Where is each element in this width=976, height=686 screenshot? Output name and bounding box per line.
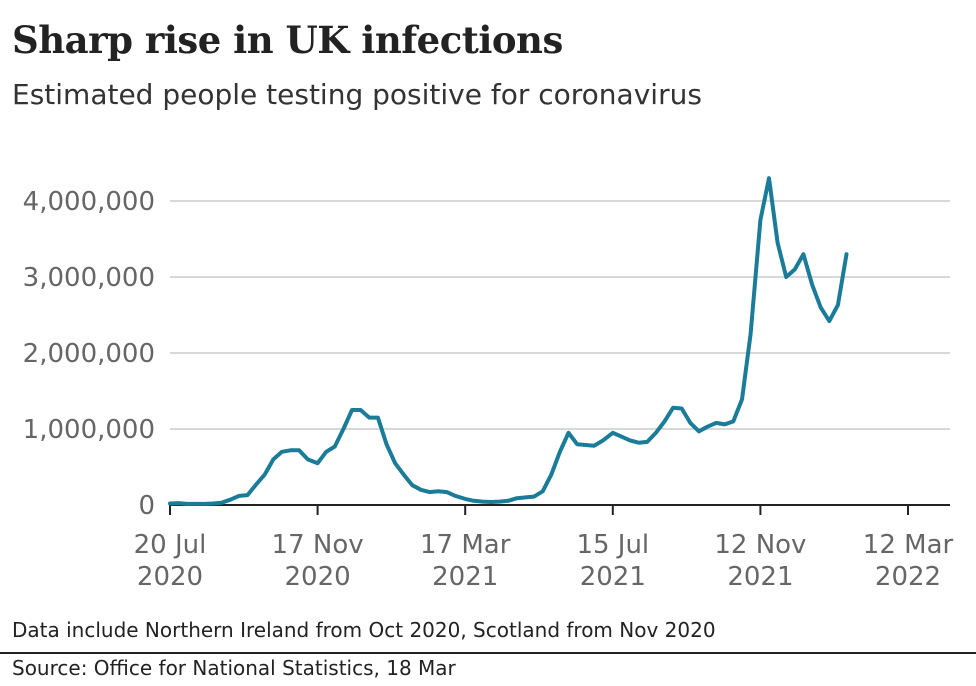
x-tick-label: 17 Nov — [272, 530, 364, 560]
x-tick-label: 2021 — [727, 562, 793, 592]
x-tick-label: 20 Jul — [134, 530, 207, 560]
chart-subtitle: Estimated people testing positive for co… — [12, 78, 702, 111]
x-tick-label: 2021 — [580, 562, 646, 592]
y-tick-label: 4,000,000 — [23, 187, 155, 217]
x-tick-label: 2020 — [137, 562, 203, 592]
y-axis-ticks: 0 1,000,000 2,000,000 3,000,000 4,000,000 — [23, 187, 155, 521]
chart-note: Data include Northern Ireland from Oct 2… — [12, 618, 716, 642]
y-tick-label: 2,000,000 — [23, 339, 155, 369]
y-tick-label: 3,000,000 — [23, 263, 155, 293]
x-tick-label: 17 Mar — [420, 530, 511, 560]
y-tick-label: 1,000,000 — [23, 415, 155, 445]
line-chart: 0 1,000,000 2,000,000 3,000,000 4,000,000 20… — [23, 176, 954, 592]
y-tick-label: 0 — [138, 491, 155, 521]
x-tick-label: 2020 — [285, 562, 351, 592]
x-tick-label: 15 Jul — [576, 530, 649, 560]
x-tick-label: 2022 — [875, 562, 941, 592]
chart-title: Sharp rise in UK infections — [12, 18, 563, 62]
gridlines — [170, 200, 950, 430]
x-tick-label: 2021 — [432, 562, 498, 592]
footer-divider — [0, 652, 976, 654]
x-tick-label: 12 Mar — [863, 530, 954, 560]
x-tick-label: 12 Nov — [714, 530, 806, 560]
series-line — [168, 176, 849, 506]
chart-source: Source: Office for National Statistics, … — [12, 656, 456, 680]
